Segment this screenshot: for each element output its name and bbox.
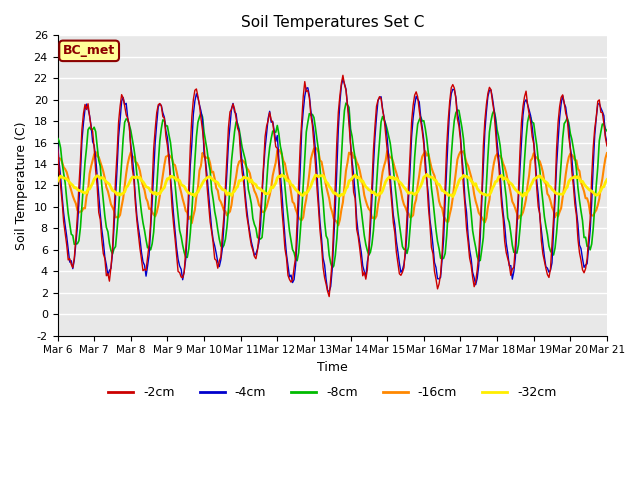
Y-axis label: Soil Temperature (C): Soil Temperature (C) [15,121,28,250]
Text: BC_met: BC_met [63,44,115,57]
Title: Soil Temperatures Set C: Soil Temperatures Set C [241,15,424,30]
X-axis label: Time: Time [317,361,348,374]
Legend: -2cm, -4cm, -8cm, -16cm, -32cm: -2cm, -4cm, -8cm, -16cm, -32cm [103,382,561,405]
